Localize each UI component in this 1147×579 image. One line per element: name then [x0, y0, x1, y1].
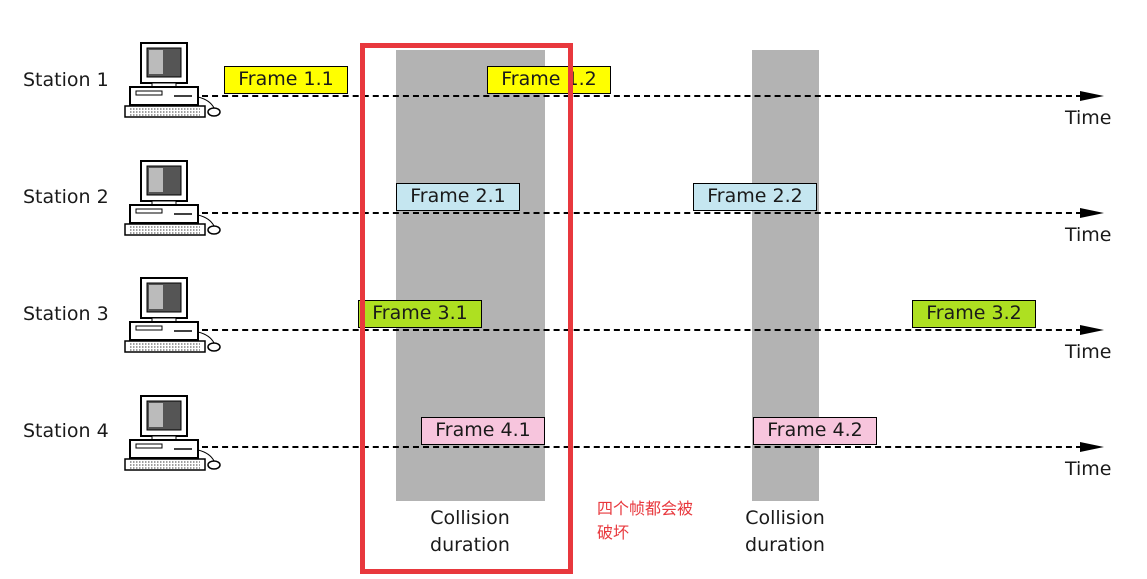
frame-4-1: Frame 4.1 — [421, 417, 545, 445]
station-4-time-label: Time — [1065, 458, 1112, 480]
collision-caption-line1: Collision — [430, 507, 510, 529]
station-3-label: Station 3 — [23, 303, 109, 325]
station-2-label: Station 2 — [23, 186, 109, 208]
station-1-time-label: Time — [1065, 107, 1112, 129]
station-4-label: Station 4 — [23, 420, 109, 442]
annotation-line1: 四个帧都会被 — [597, 499, 694, 518]
collision-caption-1: Collision duration — [400, 505, 540, 559]
annotation-note: 四个帧都会被 破坏 — [597, 497, 693, 545]
station-3-timeline — [202, 329, 1082, 331]
station-4-timeline — [202, 446, 1082, 448]
arrow-right-icon — [1080, 442, 1104, 452]
frame-2-1: Frame 2.1 — [396, 183, 520, 211]
collision-highlight-box — [360, 43, 573, 574]
computer-icon — [124, 395, 221, 471]
collision-caption-2: Collision duration — [715, 505, 855, 559]
frame-3-1: Frame 3.1 — [358, 300, 482, 328]
arrow-right-icon — [1080, 208, 1104, 218]
collision-caption-line2: duration — [430, 534, 510, 556]
station-2-time-label: Time — [1065, 224, 1112, 246]
station-1-label: Station 1 — [23, 69, 109, 91]
frame-1-1: Frame 1.1 — [224, 66, 348, 94]
station-3-time-label: Time — [1065, 341, 1112, 363]
frame-4-2: Frame 4.2 — [753, 417, 877, 445]
computer-icon — [124, 42, 221, 118]
annotation-line2: 破坏 — [597, 523, 630, 542]
frame-3-2: Frame 3.2 — [912, 300, 1036, 328]
frame-2-2: Frame 2.2 — [693, 183, 817, 211]
collision-caption-line1: Collision — [745, 507, 825, 529]
station-2-timeline — [202, 212, 1082, 214]
arrow-right-icon — [1080, 325, 1104, 335]
collision-caption-line2: duration — [745, 534, 825, 556]
computer-icon — [124, 160, 221, 236]
station-1-timeline — [202, 95, 1082, 97]
arrow-right-icon — [1080, 91, 1104, 101]
computer-icon — [124, 277, 221, 353]
